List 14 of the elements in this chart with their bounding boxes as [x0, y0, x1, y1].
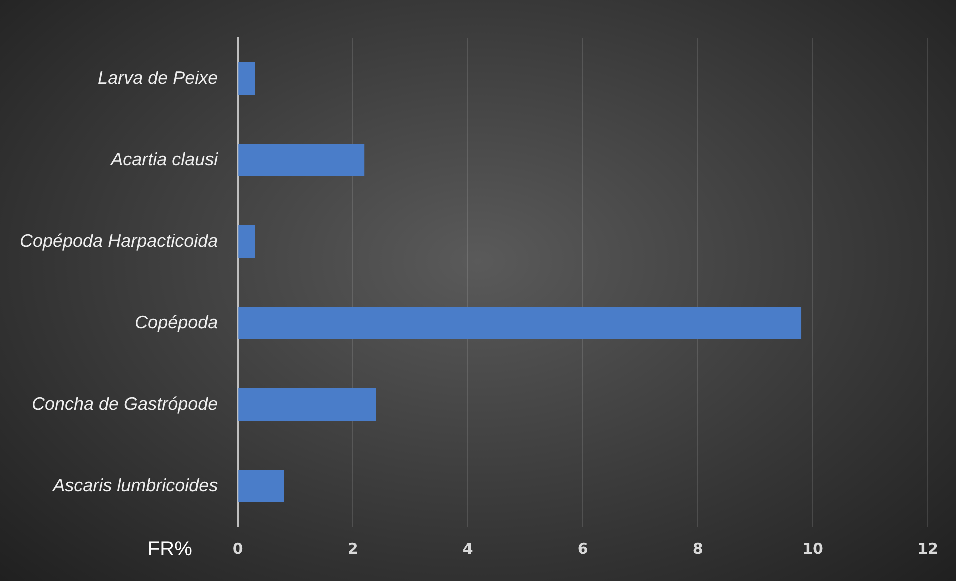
- y-tick-label: Concha de Gastrópode: [32, 394, 218, 414]
- y-tick-label: Copépoda: [135, 312, 218, 332]
- y-tick-label: Acartia clausi: [110, 149, 220, 170]
- y-tick-label: Copépoda Harpacticoida: [20, 230, 218, 251]
- x-tick-label: 2: [348, 540, 358, 558]
- x-tick-label: 10: [802, 540, 824, 558]
- y-tick-label: Ascaris lumbricoides: [52, 475, 218, 496]
- x-tick-label: 12: [918, 540, 938, 558]
- x-tick-label: 0: [232, 540, 244, 558]
- y-tick-label: Larva de Peixe: [98, 68, 218, 88]
- x-axis-title: FR%: [148, 538, 193, 561]
- x-tick-label: 4: [462, 540, 474, 558]
- x-tick-label: 8: [692, 540, 704, 558]
- x-tick-label: 6: [578, 540, 588, 558]
